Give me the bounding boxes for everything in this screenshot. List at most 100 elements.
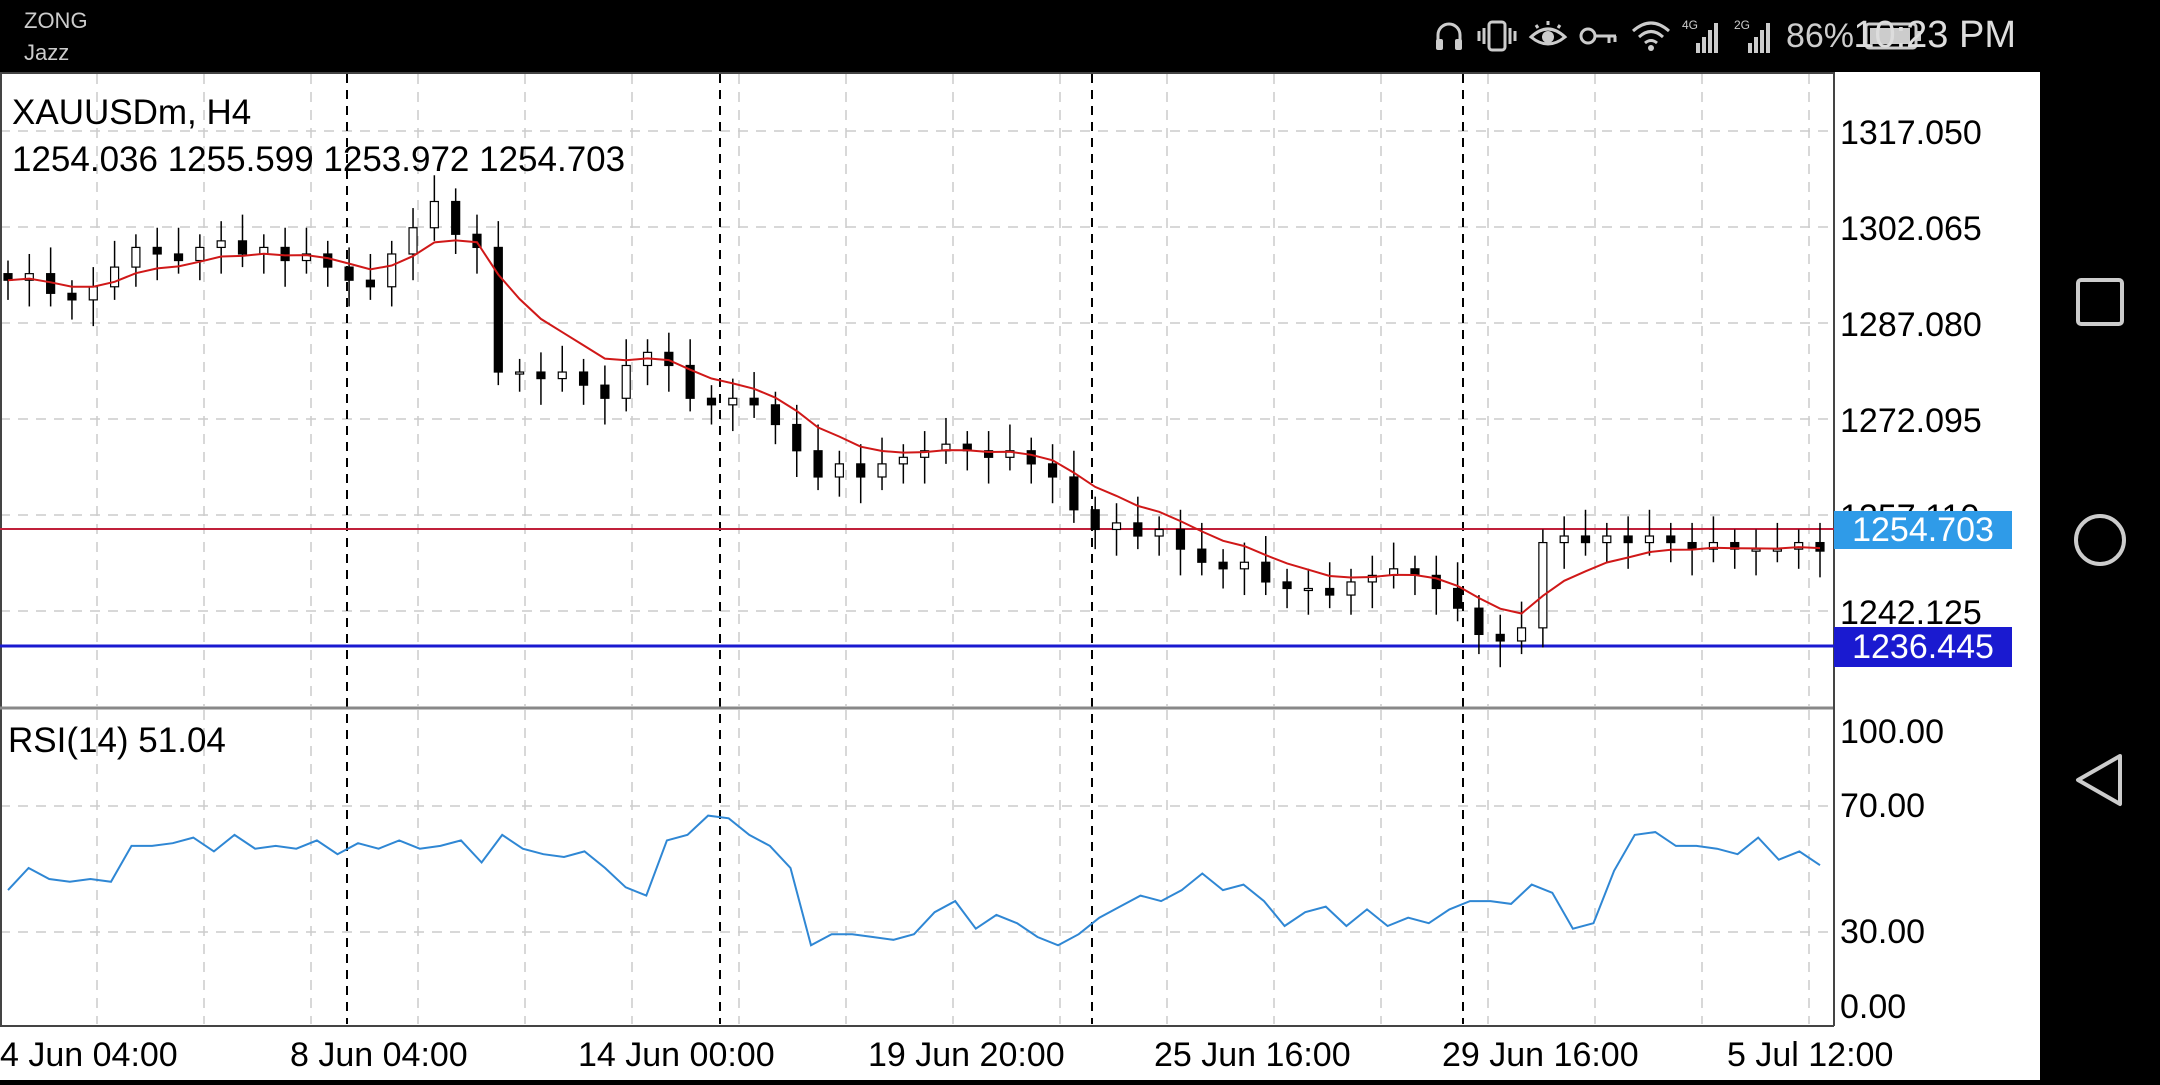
candle-body [1538, 541, 1548, 629]
candle-body [813, 450, 823, 478]
chart-canvas[interactable]: 1317.0501302.0651287.0801272.0951257.110… [0, 72, 2040, 1080]
navigation-bar [2040, 0, 2160, 1080]
home-button[interactable] [2070, 510, 2130, 570]
candle-body [1431, 574, 1441, 590]
candle-body [706, 397, 717, 406]
signal-4g-icon: 4G [1682, 18, 1718, 53]
candle-body [578, 371, 589, 386]
candle-body [1325, 587, 1335, 596]
candle-body [1111, 522, 1122, 531]
candle-body [1367, 574, 1377, 583]
candle-body [1474, 607, 1484, 636]
price-axis-label: 1287.080 [1840, 306, 1982, 344]
candle-body [1282, 581, 1292, 590]
candle-body [856, 463, 866, 478]
rsi-line [7, 814, 1821, 947]
candle-body [1559, 535, 1569, 544]
ohlc-values: 1254.036 1255.599 1253.972 1254.703 [12, 140, 625, 179]
candle-body [834, 463, 844, 478]
candle-body [1069, 476, 1079, 511]
candle-body [3, 273, 13, 281]
candle-body [387, 253, 397, 288]
candle-body [1516, 627, 1527, 642]
candle-body [301, 253, 312, 262]
candle-body [1623, 535, 1633, 544]
recent-apps-button[interactable] [2070, 272, 2130, 332]
eye-comfort-icon [1528, 21, 1568, 46]
rsi-axis-label: 30.00 [1840, 913, 1925, 951]
candle-body [195, 246, 205, 262]
candle-body [216, 240, 226, 249]
candle-body [1751, 548, 1761, 552]
candle-body [877, 463, 887, 478]
candle-body [1218, 561, 1228, 570]
candle-body [237, 240, 248, 255]
wifi-icon [1631, 21, 1670, 51]
vibrate-icon [1477, 20, 1517, 52]
price-axis-label: 1317.050 [1840, 114, 1982, 152]
status-bar: ZONG Jazz 4G 2G 86% 10:23 PM [0, 0, 2040, 72]
clock: 10:23 PM [1853, 14, 2016, 56]
rsi-axis-label: 100.00 [1840, 713, 1944, 751]
key-icon [1579, 27, 1617, 45]
line-price-tag [1834, 627, 2012, 667]
candle-body [621, 364, 631, 399]
candle-body [1452, 587, 1463, 609]
candle-body [24, 273, 34, 281]
candle-body [451, 200, 461, 235]
candle-body [749, 397, 759, 406]
candle-body [131, 246, 141, 268]
time-axis-label: 25 Jun 16:00 [1154, 1036, 1351, 1074]
current-price-tag [1834, 511, 2012, 549]
price-axis-label: 1242.125 [1840, 594, 1982, 632]
chart-area[interactable]: 1317.0501302.0651287.0801272.0951257.110… [0, 72, 2040, 1080]
candle-body [600, 384, 610, 399]
time-axis-label: 29 Jun 16:00 [1442, 1036, 1639, 1074]
back-button[interactable] [2070, 750, 2130, 810]
candle-body [1794, 541, 1804, 550]
current-price-tag-label: 1254.703 [1852, 511, 1994, 549]
candlesticks [3, 175, 1825, 668]
candle-body [152, 246, 162, 255]
time-axis-label: 4 Jun 04:00 [0, 1036, 178, 1074]
candle-body [365, 279, 375, 288]
time-axis-label: 19 Jun 20:00 [868, 1036, 1065, 1074]
svg-text:2G: 2G [1734, 18, 1750, 32]
signal-2g-icon: 2G [1734, 18, 1770, 53]
candle-body [1026, 450, 1036, 465]
candle-body [685, 364, 695, 399]
candle-body [1580, 535, 1591, 544]
candle-body [984, 450, 994, 458]
candle-body [1602, 535, 1612, 544]
candle-body [1666, 535, 1676, 544]
candle-body [173, 253, 184, 262]
candle-body [1175, 528, 1186, 550]
carrier-primary: ZONG [24, 8, 88, 33]
candle-body [493, 246, 503, 373]
rsi-title: RSI(14) 51.04 [8, 721, 226, 760]
candle-body [408, 227, 418, 255]
symbol-title: XAUUSDm, H4 [12, 93, 251, 132]
candle-body [1133, 522, 1143, 537]
price-axis-label: 1272.095 [1840, 402, 1982, 440]
candle-body [109, 266, 120, 288]
candle-body [920, 450, 930, 458]
time-axis: 4 Jun 04:00 8 Jun 04:00 14 Jun 00:00 19 Jun… [0, 1036, 1893, 1074]
candle-body [898, 456, 908, 465]
candle-body [557, 371, 567, 380]
moving-average-line [7, 239, 1821, 615]
candle-body [1154, 528, 1164, 537]
svg-text:4G: 4G [1682, 18, 1698, 32]
candle-body [344, 266, 354, 281]
time-axis-label: 8 Jun 04:00 [290, 1036, 468, 1074]
candle-body [792, 423, 802, 452]
candle-body [1239, 561, 1250, 570]
candle-body [429, 200, 439, 229]
time-axis-label: 14 Jun 00:00 [578, 1036, 775, 1074]
battery-percent: 86% [1785, 16, 1854, 55]
candle-body [1644, 535, 1655, 544]
candle-body [1303, 587, 1313, 592]
candle-body [67, 292, 77, 301]
candle-body [1047, 463, 1058, 478]
candle-body [728, 397, 738, 406]
